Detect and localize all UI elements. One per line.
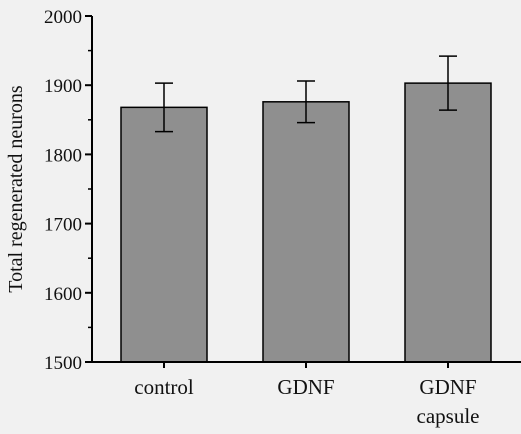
- y-tick-label: 1500: [44, 353, 82, 374]
- y-tick-label: 1900: [44, 76, 82, 97]
- y-tick-label: 2000: [44, 7, 82, 28]
- bar: [120, 106, 208, 363]
- bars: [120, 82, 492, 363]
- y-axis-title: Total regenerated neurons: [5, 85, 27, 293]
- bar: [262, 101, 350, 363]
- y-tick-label: 1700: [44, 215, 82, 236]
- x-category-label: GDNF: [277, 375, 334, 399]
- y-tick-label: 1800: [44, 145, 82, 166]
- x-category-label: GDNF: [419, 375, 476, 399]
- x-axis-labels: control GDNF GDNF capsule: [134, 362, 479, 428]
- error-bars: [155, 55, 457, 133]
- x-category-label: control: [134, 375, 194, 399]
- y-tick-label: 1600: [44, 284, 82, 305]
- y-axis-ticks: 1500 1600 1700 1800 1900 2000: [44, 7, 92, 374]
- x-category-label: capsule: [417, 404, 480, 428]
- bar: [404, 82, 492, 363]
